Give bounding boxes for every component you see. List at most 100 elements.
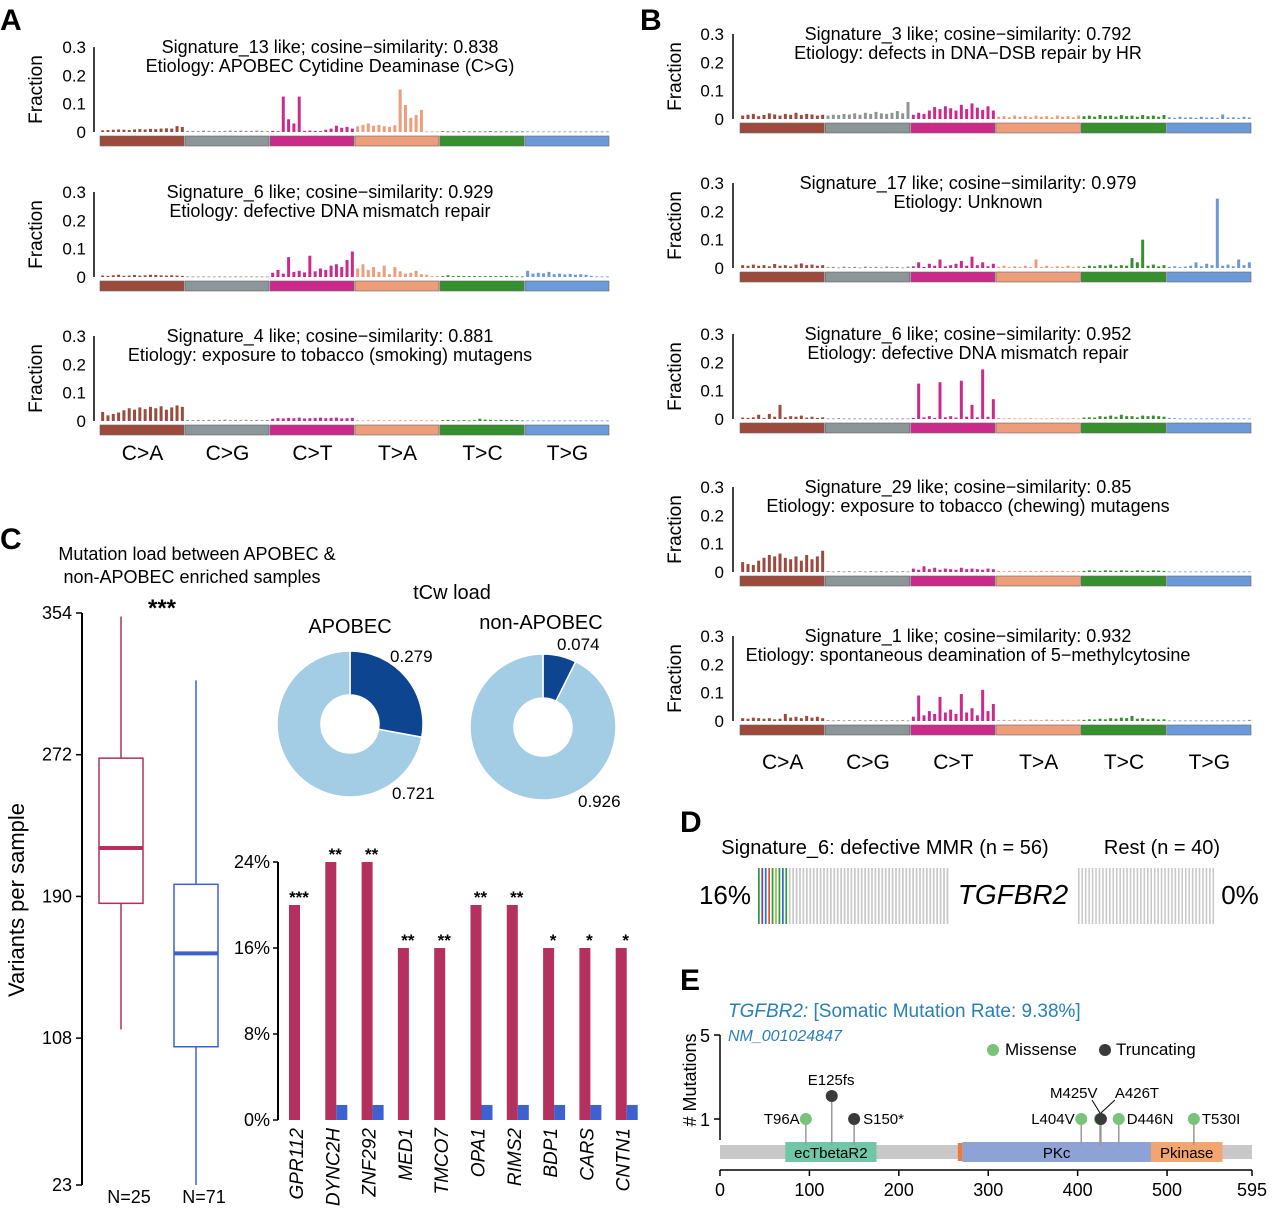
y-axis-label: Fraction bbox=[665, 342, 686, 411]
y-tick-label: 0.3 bbox=[700, 174, 724, 193]
signature-bar bbox=[318, 417, 322, 421]
signature-bar bbox=[778, 404, 782, 419]
y-tick-label: 5 bbox=[700, 1026, 710, 1046]
signature-bar bbox=[403, 420, 407, 422]
category-strip bbox=[1166, 271, 1252, 283]
signature-bar bbox=[965, 109, 969, 119]
signature-bar bbox=[799, 263, 803, 268]
signature-bar bbox=[778, 718, 782, 721]
oncoprint-sample bbox=[1174, 868, 1177, 924]
category-strip bbox=[1166, 724, 1252, 736]
signature-bar bbox=[741, 417, 745, 419]
signature-bar bbox=[858, 720, 862, 721]
gene-bar-apobec bbox=[543, 948, 555, 1120]
gene-label: BDP1 bbox=[541, 1128, 562, 1178]
signature-etiology: Etiology: exposure to tobacco (chewing) … bbox=[766, 496, 1169, 516]
signature-bar bbox=[1199, 418, 1203, 420]
signature-bar bbox=[1162, 416, 1166, 419]
signature-bar bbox=[975, 417, 979, 419]
lollipop-marker bbox=[1094, 1113, 1107, 1125]
signature-bar bbox=[911, 266, 915, 268]
x-tick-label: 100 bbox=[794, 1180, 824, 1200]
signature-bar bbox=[1114, 718, 1118, 721]
signature-bar bbox=[959, 694, 963, 721]
category-strip bbox=[524, 424, 610, 436]
category-strip bbox=[184, 135, 270, 147]
category-strip bbox=[1166, 122, 1252, 134]
category-strip bbox=[524, 135, 610, 147]
signature-bar bbox=[949, 416, 953, 419]
signature-bar bbox=[542, 273, 546, 277]
y-tick-label: 0.3 bbox=[62, 38, 86, 57]
signature-bar bbox=[1231, 418, 1235, 420]
signature-bar bbox=[233, 276, 237, 278]
signature-bar bbox=[810, 717, 814, 721]
oncoprint-sample bbox=[836, 868, 839, 924]
oncoprint-sample bbox=[1205, 868, 1208, 924]
signature-bar bbox=[1210, 571, 1214, 573]
y-tick-label: 0 bbox=[77, 123, 86, 142]
signature-bar bbox=[1119, 265, 1123, 268]
box-n-label: N=71 bbox=[182, 1187, 226, 1207]
label-connector bbox=[1100, 1099, 1116, 1114]
category-strip bbox=[739, 575, 825, 587]
signature-bar bbox=[965, 265, 969, 268]
mutation-label: E125fs bbox=[808, 1072, 855, 1089]
signature-bar bbox=[356, 268, 360, 277]
signature-bar bbox=[398, 89, 402, 132]
signature-bar bbox=[741, 718, 745, 721]
signature-bar bbox=[975, 107, 979, 119]
signature-bar bbox=[1055, 418, 1059, 420]
gene-significance: * bbox=[622, 931, 629, 950]
signature-bar bbox=[1018, 266, 1022, 268]
signature-bar bbox=[773, 556, 777, 572]
signature-bar bbox=[1189, 720, 1193, 722]
signature-bar bbox=[308, 418, 312, 421]
signature-bar bbox=[1002, 116, 1006, 119]
panel-label-d: D bbox=[680, 806, 702, 839]
gene-significance: ** bbox=[401, 931, 415, 950]
y-tick-label: 272 bbox=[42, 745, 72, 765]
category-label: T>C bbox=[462, 442, 502, 465]
signature-bar bbox=[885, 113, 889, 119]
signature-bar bbox=[965, 712, 969, 721]
gene-bar-nonapobec bbox=[372, 1104, 384, 1120]
oncoprint-sample bbox=[1122, 868, 1125, 924]
signature-bar bbox=[1210, 265, 1214, 268]
y-tick-label: 0 bbox=[715, 712, 724, 731]
category-strip bbox=[1166, 575, 1252, 587]
signature-bar bbox=[1119, 717, 1123, 721]
signature-bar bbox=[981, 262, 985, 268]
signature-bar bbox=[954, 713, 958, 721]
y-tick-label: 24% bbox=[234, 852, 270, 872]
signature-bar bbox=[303, 418, 307, 421]
signature-bar bbox=[1157, 266, 1161, 268]
signature-bar bbox=[938, 569, 942, 572]
signature-bar bbox=[202, 420, 206, 421]
signature-bar bbox=[1093, 266, 1097, 268]
signature-bar bbox=[154, 408, 158, 421]
pie-slice-label: 0.074 bbox=[557, 635, 600, 654]
oncoprint-sample bbox=[1098, 868, 1101, 924]
signature-bar bbox=[1077, 418, 1081, 420]
signature-bar bbox=[605, 131, 609, 133]
signature-bar bbox=[842, 266, 846, 268]
category-strip bbox=[1081, 271, 1166, 283]
gene-bar-nonapobec bbox=[336, 1104, 348, 1120]
signature-bar bbox=[515, 276, 519, 278]
signature-bar bbox=[595, 276, 599, 278]
signature-bar bbox=[874, 571, 878, 573]
signature-bar bbox=[1034, 115, 1038, 119]
signature-bar bbox=[361, 420, 365, 422]
signature-bar bbox=[1050, 117, 1054, 119]
oncoprint-sample bbox=[1105, 868, 1108, 924]
signature-bar bbox=[340, 127, 344, 132]
signature-bar bbox=[1151, 570, 1155, 572]
signature-bar bbox=[799, 718, 803, 721]
gene-significance: *** bbox=[289, 888, 309, 907]
signature-bar bbox=[494, 131, 498, 133]
signature-bar bbox=[579, 274, 583, 277]
signature-bar bbox=[975, 265, 979, 268]
signature-bar bbox=[837, 571, 841, 572]
signature-bar bbox=[1018, 116, 1022, 119]
